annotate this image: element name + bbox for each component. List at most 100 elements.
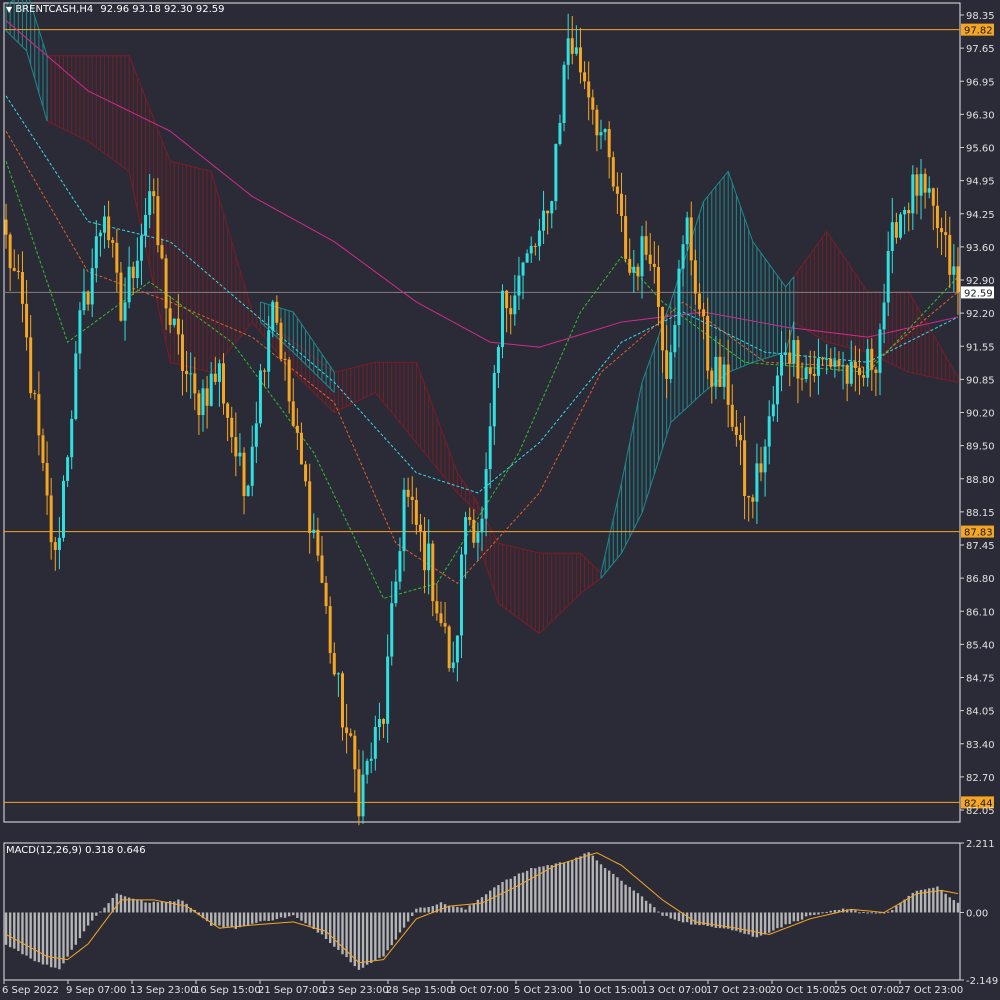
candle[interactable] bbox=[37, 394, 41, 436]
candle[interactable] bbox=[870, 348, 874, 370]
candle[interactable] bbox=[340, 673, 344, 728]
dropdown-triangle-icon[interactable]: ▼ bbox=[6, 5, 13, 14]
candle[interactable] bbox=[907, 209, 911, 214]
candle[interactable] bbox=[418, 524, 422, 532]
candle[interactable] bbox=[49, 495, 53, 543]
candle[interactable] bbox=[743, 440, 747, 496]
candle[interactable] bbox=[308, 481, 312, 533]
candle[interactable] bbox=[464, 517, 468, 555]
candle[interactable] bbox=[829, 358, 833, 367]
candle[interactable] bbox=[476, 532, 480, 543]
candle[interactable] bbox=[940, 228, 944, 233]
candle[interactable] bbox=[20, 271, 24, 304]
candle[interactable] bbox=[566, 38, 570, 65]
candle[interactable] bbox=[738, 434, 742, 441]
candle[interactable] bbox=[336, 673, 340, 675]
candle[interactable] bbox=[788, 352, 792, 364]
candle[interactable] bbox=[755, 463, 759, 502]
candle[interactable] bbox=[558, 123, 562, 145]
candle[interactable] bbox=[656, 266, 660, 307]
candle[interactable] bbox=[689, 217, 693, 261]
candle[interactable] bbox=[180, 334, 184, 371]
candle[interactable] bbox=[944, 232, 948, 236]
candle[interactable] bbox=[607, 128, 611, 158]
candle[interactable] bbox=[771, 404, 775, 417]
candle[interactable] bbox=[509, 308, 513, 315]
candle[interactable] bbox=[603, 128, 607, 133]
candle[interactable] bbox=[459, 554, 463, 636]
candle[interactable] bbox=[193, 373, 197, 394]
candle[interactable] bbox=[952, 266, 956, 275]
candle[interactable] bbox=[172, 318, 176, 325]
candle[interactable] bbox=[628, 258, 632, 273]
candle[interactable] bbox=[328, 606, 332, 654]
candle[interactable] bbox=[152, 191, 156, 197]
candle[interactable] bbox=[250, 446, 254, 486]
candle[interactable] bbox=[812, 373, 816, 376]
candle[interactable] bbox=[546, 210, 550, 214]
candle[interactable] bbox=[382, 718, 386, 724]
candle[interactable] bbox=[41, 435, 45, 464]
candle[interactable] bbox=[90, 268, 94, 305]
candle[interactable] bbox=[439, 613, 443, 624]
macd-panel[interactable] bbox=[3, 842, 961, 981]
candle[interactable] bbox=[279, 322, 283, 359]
candle[interactable] bbox=[821, 358, 825, 360]
candle[interactable] bbox=[205, 388, 209, 406]
candle[interactable] bbox=[587, 81, 591, 98]
candle[interactable] bbox=[139, 235, 143, 261]
candle[interactable] bbox=[94, 236, 98, 269]
candle[interactable] bbox=[702, 309, 706, 316]
candle[interactable] bbox=[447, 626, 451, 669]
candle[interactable] bbox=[414, 499, 418, 525]
candle[interactable] bbox=[103, 216, 107, 233]
candle[interactable] bbox=[468, 517, 472, 520]
candle[interactable] bbox=[480, 518, 484, 533]
candle[interactable] bbox=[578, 47, 582, 73]
candle[interactable] bbox=[615, 186, 619, 194]
candle[interactable] bbox=[345, 727, 349, 734]
candle[interactable] bbox=[730, 404, 734, 427]
candle[interactable] bbox=[226, 403, 230, 418]
candle[interactable] bbox=[394, 581, 398, 604]
candle[interactable] bbox=[164, 258, 168, 309]
candle[interactable] bbox=[948, 235, 952, 275]
candle[interactable] bbox=[734, 426, 738, 435]
candle[interactable] bbox=[562, 64, 566, 124]
candle[interactable] bbox=[275, 301, 279, 323]
candle[interactable] bbox=[529, 245, 533, 254]
candle[interactable] bbox=[127, 266, 131, 303]
candle[interactable] bbox=[406, 489, 410, 497]
candle[interactable] bbox=[833, 360, 837, 367]
candle[interactable] bbox=[673, 325, 677, 353]
candle[interactable] bbox=[263, 370, 267, 372]
candle[interactable] bbox=[583, 72, 587, 82]
candle[interactable] bbox=[160, 245, 164, 259]
candle[interactable] bbox=[4, 219, 8, 235]
candle[interactable] bbox=[841, 365, 845, 367]
candle[interactable] bbox=[332, 653, 336, 675]
candle[interactable] bbox=[496, 347, 500, 373]
candle[interactable] bbox=[16, 270, 20, 272]
candle[interactable] bbox=[722, 364, 726, 387]
candle[interactable] bbox=[74, 353, 78, 419]
candle[interactable] bbox=[652, 263, 656, 267]
candle[interactable] bbox=[550, 201, 554, 214]
candle[interactable] bbox=[685, 217, 689, 245]
candle[interactable] bbox=[542, 210, 546, 231]
candle[interactable] bbox=[213, 373, 217, 382]
candle[interactable] bbox=[903, 209, 907, 215]
candle[interactable] bbox=[517, 275, 521, 296]
candle[interactable] bbox=[767, 416, 771, 447]
candle[interactable] bbox=[390, 603, 394, 657]
candle[interactable] bbox=[12, 268, 16, 271]
price-chart[interactable] bbox=[3, 0, 961, 826]
candle[interactable] bbox=[398, 551, 402, 582]
candle[interactable] bbox=[521, 262, 525, 276]
candle[interactable] bbox=[825, 358, 829, 360]
candle[interactable] bbox=[82, 291, 86, 311]
candle[interactable] bbox=[156, 196, 160, 246]
candle[interactable] bbox=[681, 244, 685, 269]
candle[interactable] bbox=[570, 38, 574, 54]
candle[interactable] bbox=[574, 47, 578, 54]
